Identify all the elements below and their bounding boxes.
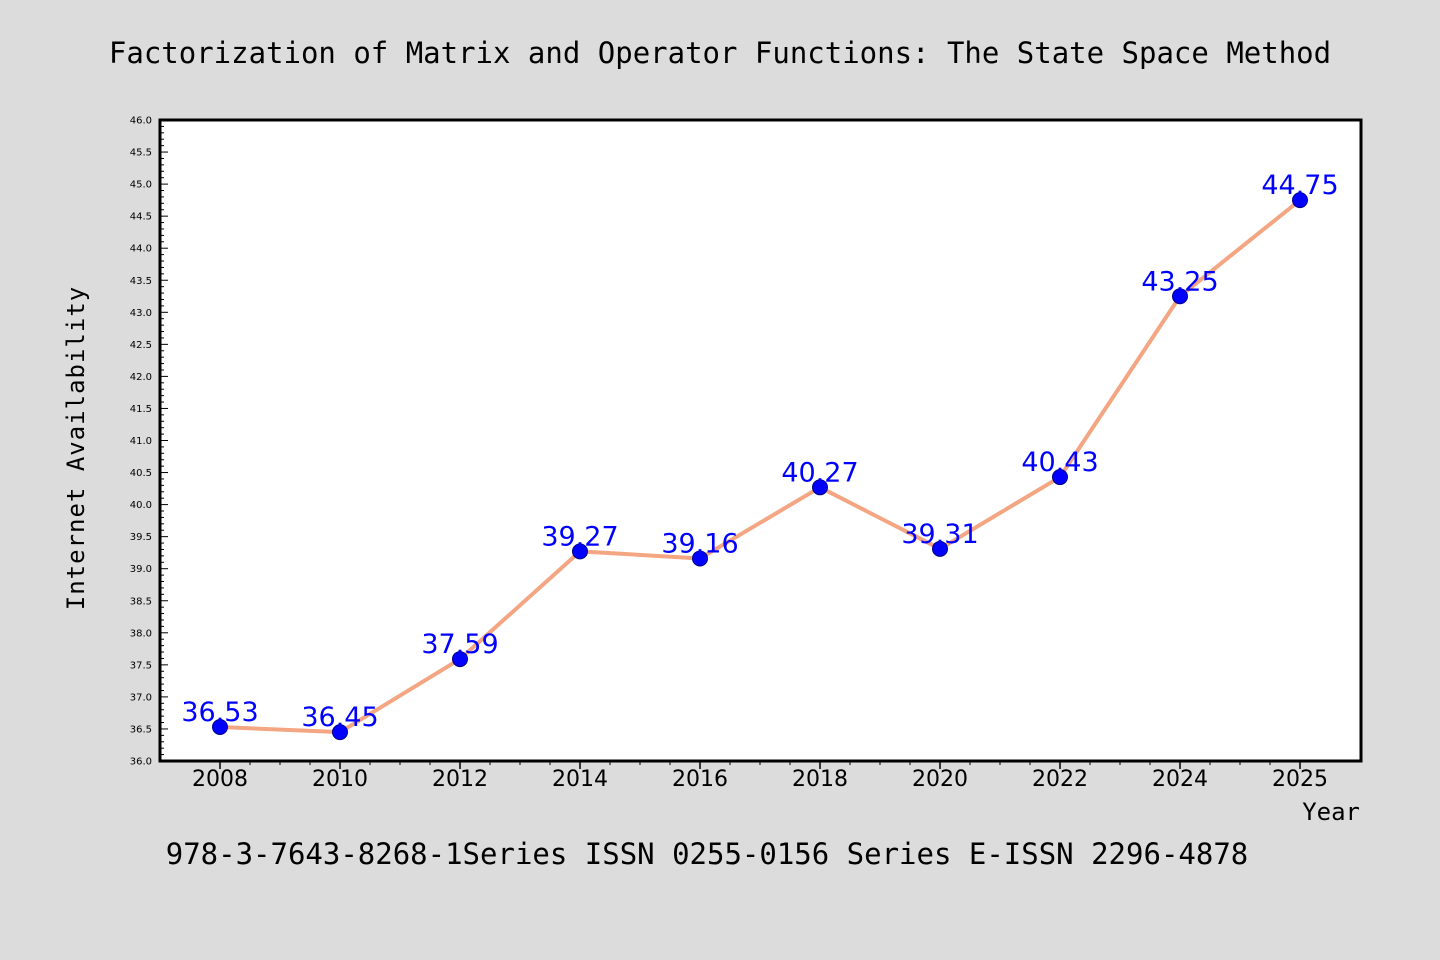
y-tick-label: 38.5 (130, 596, 152, 607)
data-labels: 36.53 36.45 37.59 39.27 39.16 40.27 39.31 40.43… (181, 170, 1338, 733)
data-point (1292, 192, 1308, 209)
data-label: 36.53 (181, 697, 258, 728)
series-layer (212, 192, 1308, 741)
y-tick-label: 44.0 (130, 244, 152, 255)
y-tick-label: 45.0 (130, 180, 152, 191)
data-point (692, 550, 708, 567)
x-tick-label: 2014 (552, 767, 608, 792)
y-tick-label: 43.0 (130, 308, 152, 319)
y-axis: 36.0 36.5 37.0 37.5 38.0 38.5 39.0 39.5 40.0 40.5… (130, 116, 168, 768)
data-label: 43.25 (1141, 266, 1218, 297)
data-label: 44.75 (1261, 170, 1338, 201)
x-tick-label: 2010 (312, 767, 368, 792)
series-line (218, 198, 1302, 735)
x-tick-label: 2018 (792, 767, 848, 792)
y-tick-label: 41.0 (130, 436, 152, 447)
x-tick-label: 2012 (432, 767, 488, 792)
data-label: 39.31 (901, 519, 978, 550)
y-tick-label: 40.5 (130, 468, 152, 479)
x-tick-label: 2022 (1032, 767, 1088, 792)
x-axis-label: Year (1302, 798, 1360, 826)
y-tick-label: 42.0 (130, 372, 152, 383)
x-tick-label: 2008 (192, 767, 248, 792)
y-tick-label: 38.0 (130, 628, 152, 639)
data-label: 39.27 (541, 521, 618, 552)
x-tick-label: 2025 (1272, 767, 1328, 792)
y-tick-label: 42.5 (130, 340, 152, 351)
y-tick-label: 39.5 (130, 532, 152, 543)
y-tick-label: 40.0 (130, 500, 152, 511)
y-tick-label: 37.5 (130, 660, 152, 671)
data-label: 36.45 (301, 702, 378, 733)
y-tick-label: 39.0 (130, 564, 152, 575)
x-tick-label: 2024 (1152, 767, 1208, 792)
data-point (572, 543, 588, 560)
data-point (932, 540, 948, 557)
y-axis-label: Internet Availability (62, 286, 90, 610)
y-tick-label: 43.5 (130, 276, 152, 287)
y-tick-label: 45.5 (130, 148, 152, 159)
y-tick-label: 41.5 (130, 404, 152, 415)
data-point (1172, 288, 1188, 305)
plot-area (158, 118, 1363, 763)
chart-title: Factorization of Matrix and Operator Fun… (109, 36, 1331, 70)
x-tick-label: 2016 (672, 767, 728, 792)
y-tick-label: 36.5 (130, 724, 152, 735)
data-label: 37.59 (421, 629, 498, 660)
x-tick-label: 2020 (912, 767, 968, 792)
y-tick-label: 37.0 (130, 692, 152, 703)
data-point (212, 719, 228, 736)
y-tick-label: 46.0 (130, 116, 152, 127)
y-tick-label: 36.0 (130, 757, 152, 768)
data-label: 40.43 (1021, 447, 1098, 478)
data-point (332, 724, 348, 741)
data-point (1052, 469, 1068, 486)
y-tick-label: 44.5 (130, 212, 152, 223)
data-label: 39.16 (661, 528, 738, 559)
data-label: 40.27 (781, 457, 858, 488)
footer-isbn: 978-3-7643-8268-1Series ISSN 0255-0156 S… (166, 837, 1249, 871)
data-point (812, 479, 828, 496)
x-axis: 2008 2010 2012 2014 2016 2018 2020 2022 2024 2025 (192, 761, 1328, 792)
data-point (452, 651, 468, 668)
